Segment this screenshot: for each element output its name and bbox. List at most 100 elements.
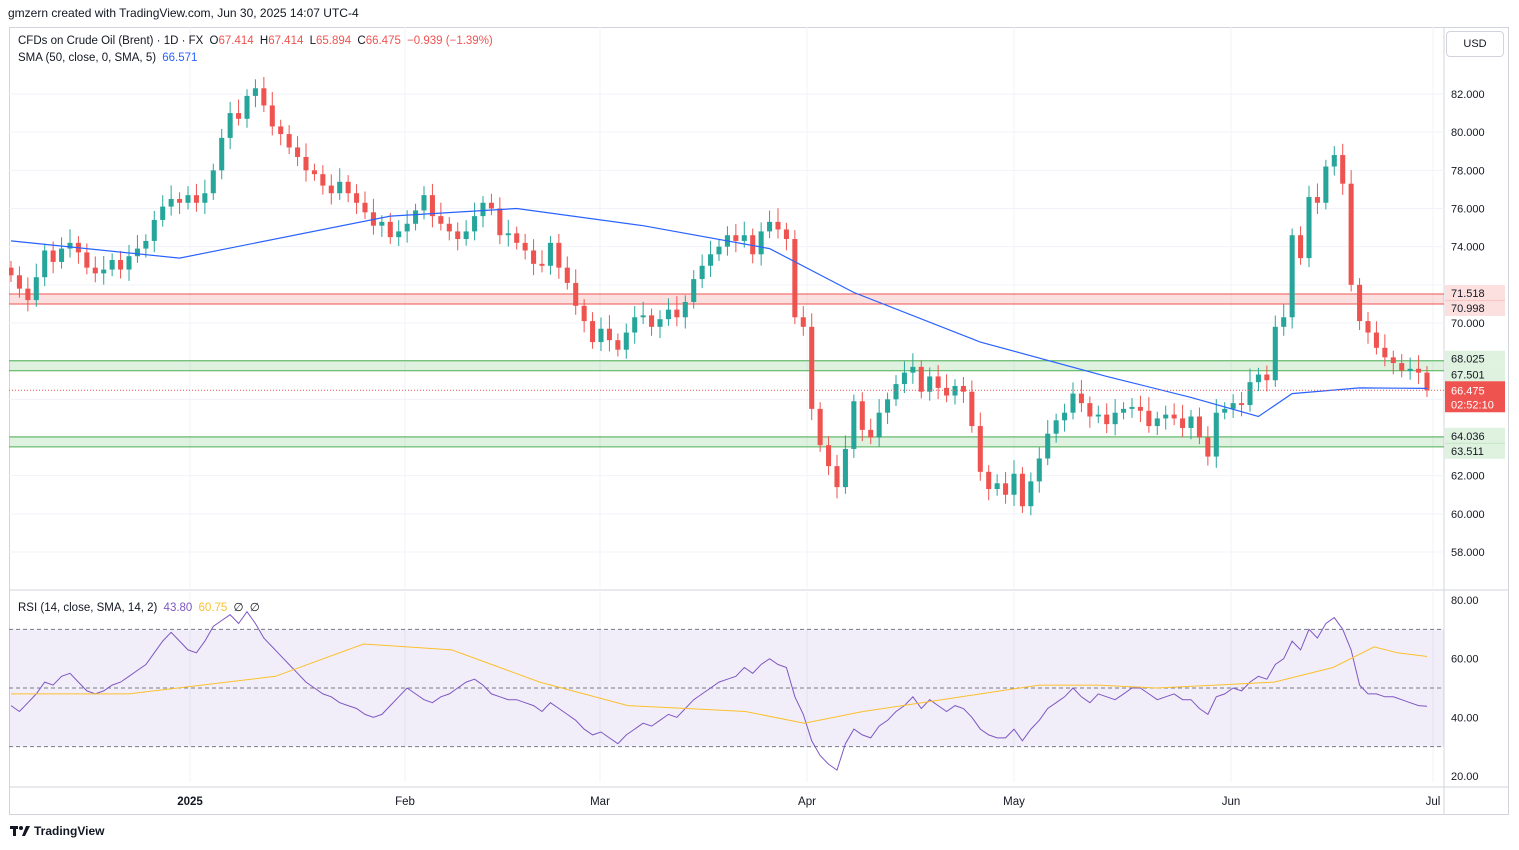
candle-body bbox=[885, 399, 891, 413]
price-legend: CFDs on Crude Oil (Brent) · 1D · FX O67.… bbox=[18, 35, 496, 47]
candle-body bbox=[354, 193, 360, 203]
symbol-label: CFDs on Crude Oil (Brent) · 1D · FX bbox=[18, 35, 204, 47]
candle-body bbox=[775, 221, 781, 230]
candle-body bbox=[859, 401, 865, 430]
rsi-extra-2: ∅ bbox=[249, 602, 260, 614]
candle-body bbox=[33, 277, 39, 301]
price-tick-label: 70.000 bbox=[1451, 318, 1485, 330]
candle-body bbox=[455, 231, 461, 240]
candle-body bbox=[1407, 368, 1413, 371]
candle-body bbox=[1171, 414, 1177, 419]
time-tick-label: 2025 bbox=[177, 796, 203, 808]
candle-body bbox=[1289, 235, 1295, 318]
candle-body bbox=[1348, 183, 1354, 285]
candle-body bbox=[564, 267, 570, 283]
candle-body bbox=[1146, 410, 1152, 427]
candle-body bbox=[800, 317, 806, 327]
candle-body bbox=[792, 239, 798, 318]
candle-body bbox=[1424, 372, 1430, 391]
candle-body bbox=[1087, 403, 1093, 417]
time-tick-label: Apr bbox=[798, 796, 816, 808]
candle-body bbox=[531, 250, 537, 264]
price-tick-label: 76.000 bbox=[1451, 204, 1485, 216]
zone-price-label-bg bbox=[1445, 427, 1505, 444]
candle-body bbox=[84, 252, 90, 268]
candle-body bbox=[1028, 481, 1034, 507]
close-label: C bbox=[357, 35, 366, 47]
sma-label: SMA (50, close, 0, SMA, 5) bbox=[18, 52, 157, 64]
rsi-tick-label: 20.00 bbox=[1451, 771, 1479, 783]
candle-body bbox=[910, 366, 916, 373]
price-tick-label: 62.000 bbox=[1451, 471, 1485, 483]
change-value: −0.939 (−1.39%) bbox=[407, 35, 493, 47]
candle-body bbox=[1390, 357, 1396, 364]
footer-brand[interactable]: TradingView bbox=[10, 824, 104, 838]
candle-body bbox=[1373, 332, 1379, 348]
candle-body bbox=[606, 328, 612, 341]
candle-body bbox=[1129, 406, 1135, 409]
candle-body bbox=[345, 181, 351, 194]
low-label: L bbox=[309, 35, 316, 47]
candle-body bbox=[1045, 433, 1051, 459]
candle-body bbox=[472, 216, 478, 232]
high-label: H bbox=[259, 35, 269, 47]
candle-body bbox=[1331, 155, 1337, 167]
rsi-label: RSI (14, close, SMA, 14, 2) bbox=[18, 602, 158, 614]
candle-body bbox=[1213, 412, 1219, 457]
candle-body bbox=[404, 223, 410, 232]
candle-body bbox=[219, 137, 225, 171]
candle-body bbox=[1053, 420, 1059, 434]
candle-body bbox=[337, 181, 343, 194]
candle-body bbox=[303, 156, 309, 171]
price-tick-label: 82.000 bbox=[1451, 89, 1485, 101]
candle-body bbox=[50, 250, 56, 262]
candle-body bbox=[716, 246, 722, 255]
candle-body bbox=[421, 195, 427, 211]
price-tick-label: 58.000 bbox=[1451, 547, 1485, 559]
open-value: 67.414 bbox=[218, 35, 254, 47]
rsi-ma-line bbox=[11, 643, 1428, 724]
candle-body bbox=[252, 88, 258, 96]
candle-body bbox=[876, 412, 882, 438]
candle-body bbox=[1382, 347, 1388, 358]
candle-body bbox=[1205, 437, 1211, 457]
candle-body bbox=[286, 134, 292, 148]
zone-resistance bbox=[9, 294, 1444, 304]
candle-body bbox=[1255, 374, 1261, 383]
rsi-ma-value: 60.75 bbox=[198, 602, 228, 614]
candle-body bbox=[488, 202, 494, 209]
candle-body bbox=[1196, 416, 1202, 438]
open-label: O bbox=[209, 35, 219, 47]
candle-body bbox=[1239, 403, 1245, 406]
chart-canvas[interactable]: 82.000 80.000 78.000 76.000 74.000 70.000 62.0… bbox=[9, 27, 1509, 815]
candle-body bbox=[547, 242, 553, 266]
zone-price-label: 63.511 bbox=[1451, 446, 1484, 458]
candle-body bbox=[42, 250, 48, 278]
candle-body bbox=[387, 221, 393, 238]
candle-body bbox=[202, 193, 208, 203]
zone-support-2 bbox=[9, 436, 1444, 447]
candle-body bbox=[1416, 368, 1422, 373]
tradingview-logo-icon bbox=[10, 825, 30, 837]
author-caption: gmzern created with TradingView.com, Jun… bbox=[8, 6, 359, 20]
candle-body bbox=[581, 305, 587, 322]
candle-body bbox=[1163, 414, 1169, 419]
candle-body bbox=[783, 229, 789, 240]
candle-body bbox=[480, 202, 486, 217]
candle-body bbox=[362, 202, 368, 213]
time-tick-label: Jun bbox=[1222, 796, 1241, 808]
zone-price-label-bg bbox=[1445, 366, 1505, 383]
candle-body bbox=[649, 315, 655, 327]
candle-body bbox=[539, 263, 545, 266]
candle-body bbox=[1281, 317, 1287, 327]
candle-body bbox=[236, 113, 242, 119]
candle-body bbox=[134, 248, 140, 257]
zone-price-label-bg bbox=[1445, 442, 1505, 459]
candle-body bbox=[1306, 197, 1312, 259]
currency-button[interactable]: USD bbox=[1446, 31, 1504, 57]
price-tick-label: 80.000 bbox=[1451, 127, 1485, 139]
rsi-value: 43.80 bbox=[163, 602, 193, 614]
candle-body bbox=[126, 256, 132, 270]
time-tick-label: Jul bbox=[1426, 796, 1441, 808]
candle-body bbox=[1070, 393, 1076, 413]
